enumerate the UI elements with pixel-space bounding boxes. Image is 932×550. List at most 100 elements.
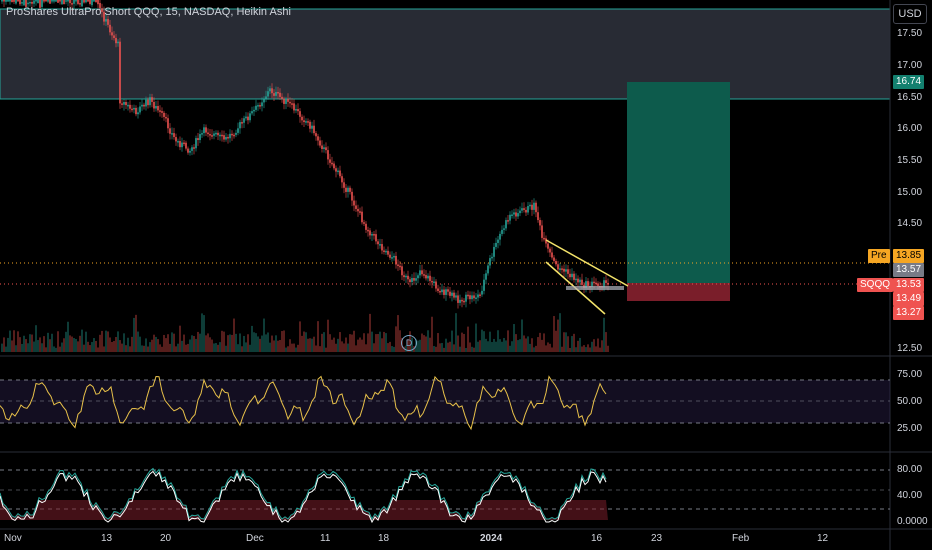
volume-bar [459, 346, 461, 352]
chart-title[interactable]: ProShares UltraPro Short QQQ, 15, NASDAQ… [6, 6, 291, 18]
volume-bar [57, 331, 59, 352]
volume-bar [445, 338, 447, 352]
volume-bar [185, 344, 187, 352]
volume-bar [489, 331, 491, 352]
volume-bar [5, 346, 7, 352]
volume-bar [481, 329, 483, 352]
volume-bar [235, 333, 237, 352]
falling-wedge-drawing[interactable] [545, 239, 629, 315]
volume-bar [361, 339, 363, 352]
volume-bar [273, 340, 275, 352]
volume-bar [533, 347, 535, 352]
volume-bar [87, 341, 89, 352]
volume-bar [201, 313, 203, 352]
volume-bar [451, 330, 453, 352]
volume-bar [247, 334, 249, 352]
currency-button[interactable]: USD [893, 4, 927, 24]
volume-bar [9, 330, 11, 352]
volume-bar [527, 336, 529, 352]
volume-bar [565, 332, 567, 352]
price-tick: 16.50 [897, 92, 923, 103]
target-zone[interactable] [627, 82, 730, 283]
volume-bar [539, 332, 541, 352]
volume-bar [321, 333, 323, 352]
volume-bar [367, 333, 369, 352]
supply-zone-rectangle[interactable] [0, 8, 891, 100]
volume-bar [269, 342, 271, 352]
volume-bar [435, 346, 437, 352]
volume-bar [477, 341, 479, 352]
volume-bar [511, 341, 513, 352]
volume-bar [347, 343, 349, 352]
volume-bar [61, 342, 63, 352]
time-label: 13 [101, 533, 113, 544]
volume-bar [525, 338, 527, 352]
volume-bar [343, 343, 345, 352]
volume-bar [159, 344, 161, 352]
volume-bar [151, 339, 153, 352]
volume-bar [13, 330, 15, 352]
volume-bar [193, 336, 195, 352]
volume-bar [17, 331, 19, 352]
volume-bar [219, 342, 221, 352]
volume-bar [199, 333, 201, 352]
volume-bar [259, 338, 261, 352]
volume-bar [375, 334, 377, 352]
time-label: 18 [378, 533, 390, 544]
volume-bar [335, 343, 337, 352]
volume-bar [167, 334, 169, 352]
volume-bar [521, 319, 523, 352]
volume-bar [147, 346, 149, 352]
volume-bar [529, 343, 531, 352]
volume-bar [31, 334, 33, 352]
volume-bar [131, 336, 133, 352]
volume-bar [383, 331, 385, 352]
volume-bar [251, 325, 253, 352]
volume-bar [233, 318, 235, 352]
volume-bar [499, 339, 501, 352]
volume-bar [195, 338, 197, 352]
volume-bar [355, 345, 357, 352]
volume-bar [289, 339, 291, 352]
price-tick: 17.00 [897, 60, 923, 71]
volume-bar [213, 343, 215, 352]
volume-bar [51, 333, 53, 352]
volume-bar [39, 337, 41, 352]
volume-bar [189, 339, 191, 352]
volume-bar [607, 345, 609, 352]
volume-bar [463, 333, 465, 352]
volume-bar [179, 325, 181, 352]
volume-bar [97, 347, 99, 352]
volume-bar [487, 341, 489, 352]
volume-bar [305, 332, 307, 352]
time-label: 2024 [480, 533, 503, 544]
volume-bar [315, 345, 317, 352]
volume-bar [439, 343, 441, 352]
volume-bar [197, 331, 199, 352]
volume-bar [397, 315, 399, 352]
time-label: 11 [320, 533, 331, 544]
volume-bar [603, 317, 605, 352]
stop-zone[interactable] [627, 283, 730, 301]
volume-bar [221, 330, 223, 352]
volume-bar [207, 333, 209, 352]
volume-bar [101, 330, 103, 352]
volume-bar [287, 346, 289, 352]
time-label: 20 [160, 533, 172, 544]
dividend-badge[interactable]: D [401, 335, 417, 351]
volume-bar [387, 343, 389, 352]
volume-bar [425, 336, 427, 352]
volume-bar [223, 331, 225, 352]
price-tick: 15.00 [897, 187, 923, 198]
volume-bar [73, 338, 75, 352]
volume-bar [365, 344, 367, 352]
volume-bar [593, 339, 595, 352]
volume-bar [7, 337, 9, 352]
volume-bar [493, 338, 495, 352]
volume-bar [323, 332, 325, 352]
volume-bar [239, 333, 241, 352]
volume-bar [595, 346, 597, 352]
volume-bar [91, 342, 93, 352]
volume-bar [457, 335, 459, 352]
